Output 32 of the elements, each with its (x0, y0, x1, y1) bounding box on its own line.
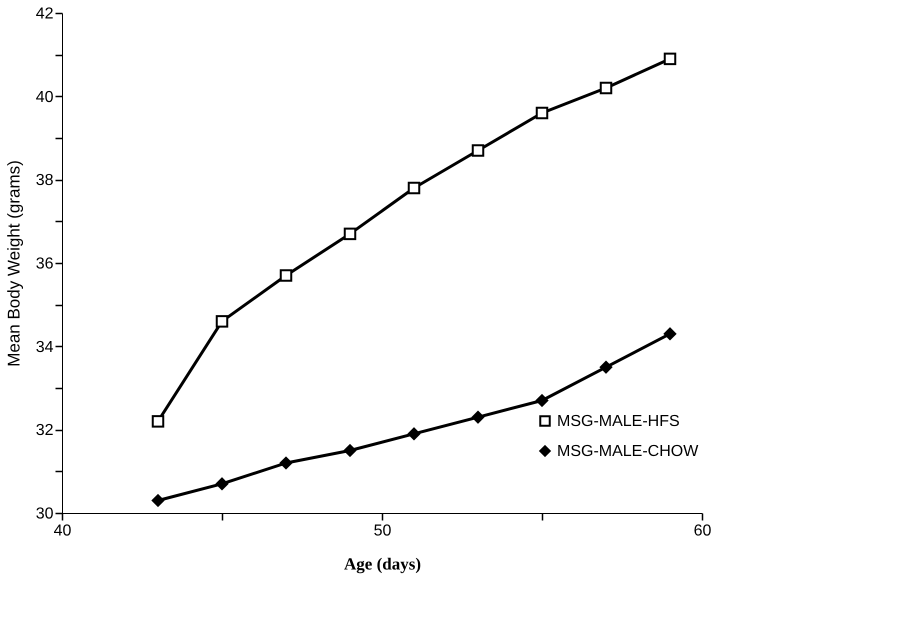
y-tick-label: 34 (36, 338, 54, 356)
y-tick-label: 36 (36, 256, 54, 272)
y-axis-title: Mean Body Weight (grams) (4, 160, 24, 367)
point (408, 428, 420, 440)
legend-label: MSG-MALE-CHOW (557, 443, 700, 460)
point (600, 82, 612, 94)
point (280, 456, 292, 470)
x-tick-label: 50 (374, 522, 392, 540)
x-tick-label: 60 (694, 522, 712, 540)
point (152, 494, 164, 507)
legend-label: MSG-MALE-HFS (557, 413, 680, 430)
point (344, 444, 356, 457)
point (664, 52, 676, 66)
point (216, 315, 228, 328)
point (536, 394, 548, 407)
point (472, 144, 484, 157)
x-axis-title: Age (days) (344, 554, 421, 574)
y-tick-label: 32 (36, 422, 54, 440)
point (408, 182, 420, 194)
point (152, 415, 164, 428)
y-tick-label: 38 (36, 172, 54, 190)
y-tick-label: 42 (36, 6, 54, 22)
point (600, 360, 612, 374)
y-tick-label: 40 (36, 88, 54, 106)
point (216, 478, 228, 490)
x-tick-label: 40 (54, 522, 72, 540)
point (344, 228, 356, 240)
point (536, 106, 548, 120)
point (664, 328, 676, 340)
y-tick-label: 30 (36, 506, 54, 522)
point (280, 269, 292, 282)
point (472, 410, 484, 424)
